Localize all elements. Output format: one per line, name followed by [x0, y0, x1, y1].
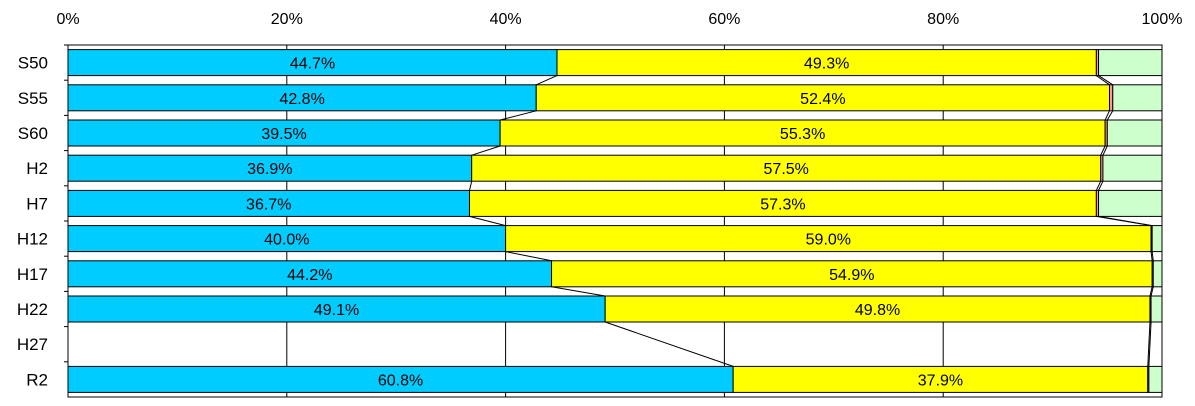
- data-label: 55.3%: [780, 126, 825, 143]
- series-line: [1104, 110, 1110, 121]
- data-label: 52.4%: [800, 91, 845, 108]
- category-label: H27: [17, 335, 48, 354]
- series-line: [1149, 286, 1153, 297]
- series-line: [1148, 321, 1152, 367]
- data-label: 39.5%: [261, 126, 306, 143]
- bar-segment: [67, 119, 501, 147]
- data-label: 49.8%: [855, 302, 900, 319]
- data-label: 36.7%: [246, 196, 291, 213]
- x-tick-label: 20%: [271, 11, 303, 28]
- series-line: [536, 75, 558, 86]
- data-label: 37.9%: [918, 372, 963, 389]
- bar-segment: [1098, 189, 1163, 217]
- bar-segment: [551, 260, 1153, 288]
- data-label: 57.5%: [764, 161, 809, 178]
- data-label: 44.7%: [290, 56, 335, 73]
- series-line: [1147, 321, 1151, 367]
- category-label: S60: [18, 124, 48, 143]
- x-tick-label: 60%: [708, 11, 740, 28]
- bar-segment: [1102, 154, 1163, 182]
- series-line: [1098, 75, 1114, 86]
- bar-segment: [499, 119, 1106, 147]
- series-line: [1098, 215, 1153, 227]
- series-line: [1098, 180, 1104, 191]
- x-tick-label: 0%: [56, 11, 79, 28]
- category-label: S55: [18, 89, 48, 108]
- bar-segment: [67, 295, 606, 323]
- data-label: 42.8%: [279, 91, 324, 108]
- category-label: R2: [26, 370, 48, 389]
- bar-segment: [732, 365, 1149, 393]
- x-tick-label: 40%: [490, 11, 522, 28]
- bar-segment: [535, 84, 1110, 112]
- bar-segment: [1106, 119, 1163, 147]
- bar-segment: [67, 225, 507, 253]
- series-line: [1102, 145, 1108, 156]
- x-tick-label: 100%: [1142, 11, 1183, 28]
- series-line: [471, 145, 501, 156]
- category-label: H22: [17, 300, 48, 319]
- data-label: 49.1%: [314, 302, 359, 319]
- series-line: [505, 251, 552, 262]
- series-line: [1096, 75, 1110, 86]
- data-label: 44.2%: [287, 267, 332, 284]
- bar-segment: [468, 189, 1097, 217]
- series-line: [469, 181, 473, 191]
- bar-segment: [505, 225, 1152, 253]
- series-line: [604, 321, 734, 367]
- category-label: H7: [26, 194, 48, 213]
- bar-segment: [67, 365, 734, 393]
- x-tick-label: 80%: [927, 11, 959, 28]
- bar-segment: [1152, 260, 1163, 288]
- series-line: [551, 286, 606, 297]
- category-label: H17: [17, 265, 48, 284]
- series-line: [469, 215, 506, 227]
- series-line: [1150, 251, 1153, 261]
- series-line: [1150, 286, 1154, 297]
- bar-segment: [1098, 49, 1163, 77]
- data-label: 40.0%: [264, 232, 309, 249]
- bar-segment: [556, 49, 1097, 77]
- data-label: 49.3%: [804, 56, 849, 73]
- bar-segment: [67, 189, 470, 217]
- category-label: H12: [17, 230, 48, 249]
- bar-segment: [1150, 295, 1163, 323]
- bar-segment: [471, 154, 1102, 182]
- bar-segment: [1112, 84, 1163, 112]
- data-label: 57.3%: [760, 196, 805, 213]
- bar-segment: [1148, 365, 1163, 393]
- category-label: S50: [18, 54, 48, 73]
- data-label: 60.8%: [378, 372, 423, 389]
- category-label: H2: [26, 159, 48, 178]
- bar-segment: [1151, 225, 1163, 253]
- data-label: 54.9%: [829, 267, 874, 284]
- data-label: 36.9%: [247, 161, 292, 178]
- series-line: [1100, 145, 1106, 156]
- series-line: [1106, 110, 1114, 121]
- series-line: [1095, 180, 1102, 191]
- series-line: [500, 110, 537, 121]
- data-label: 59.0%: [806, 232, 851, 249]
- series-line: [1151, 251, 1154, 261]
- bar-segment: [67, 260, 553, 288]
